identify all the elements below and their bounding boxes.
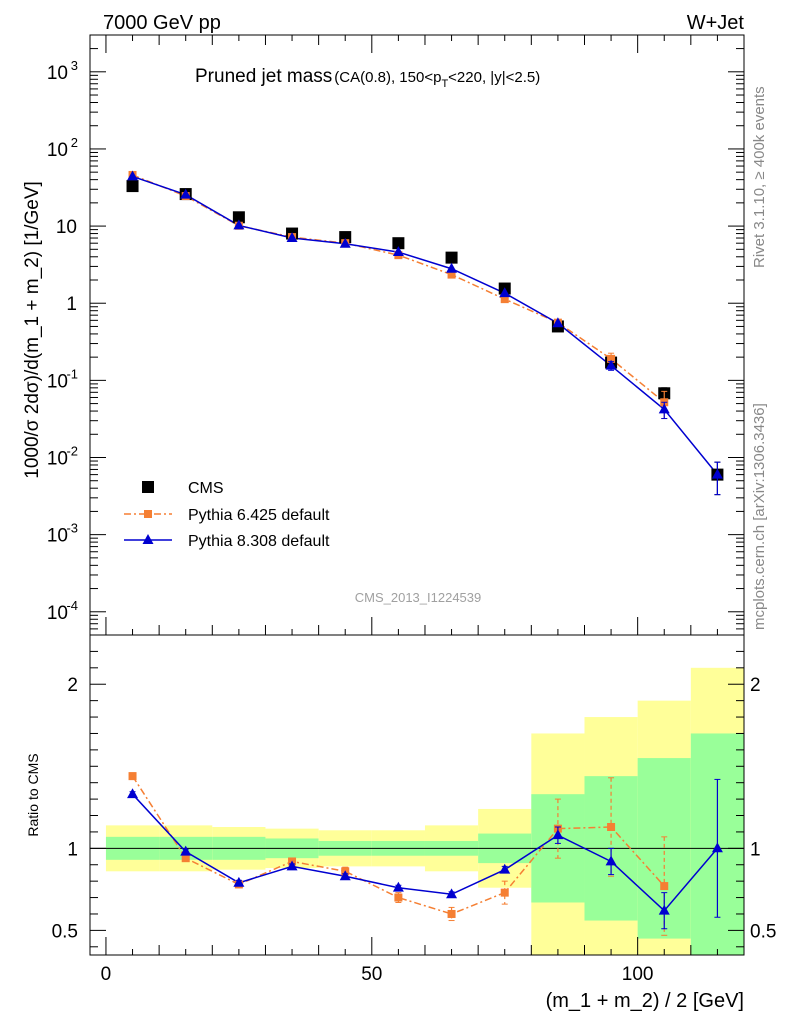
header-left: 7000 GeV pp [103,12,221,34]
ratio-y-tick-label-right: 1 [750,839,761,860]
ratio-py6-point [128,772,137,781]
py8-point [233,219,245,230]
ratio-py8-point [233,876,245,887]
py8-point [658,403,670,414]
ratio-py8-point [552,829,564,840]
data-marks [126,170,724,936]
ratio-uncertainty-bands [105,667,744,955]
cms-point [126,180,139,193]
ratio-py8-point [180,845,192,856]
py8-point [127,170,139,181]
py8-point [499,287,511,298]
ratio-frame [89,634,745,956]
ratio-py8-point [339,870,351,881]
ratio-y-tick-label-right: 2 [750,675,761,696]
ratio-py6-point [660,882,669,891]
main-y-axis-label: 1000/σ 2dσ)/d(m_1 + m_2) [1/GeV] [22,181,43,479]
y-tick-label: 10 [47,371,68,392]
legend-py8-marker [142,534,154,544]
ratio-py8-point [499,863,511,874]
y-tick-label-exponent: -2 [66,444,78,459]
y-tick-label: 10 [47,63,68,84]
legend-cms-marker [142,481,154,493]
x-tick-label: 50 [361,964,382,985]
ratio-y-tick-label: 2 [67,675,78,696]
ratio-py8-point [711,842,723,853]
y-tick-label-exponent: -4 [66,598,78,613]
header-right: W+Jet [687,12,745,34]
py6-line [132,174,665,403]
plot-title: Pruned jet mass (CA(0.8), 150<pT<220, |y|… [195,66,540,90]
py8-line [132,175,718,476]
py8-point [446,262,458,273]
ratio-py6-point [181,854,190,863]
py6-point [500,295,509,304]
ratio-y-tick-label: 0.5 [52,921,78,942]
ratio-y-tick-label: 1 [67,839,78,860]
y-tick-label: 10 [47,603,68,624]
plot-frames [89,34,745,956]
ratio-py8-point [605,855,617,866]
cms-point [232,211,245,224]
legend-py6-marker [144,510,152,518]
py8-point [286,232,298,242]
ratio-py8-point [658,904,670,915]
py8-point [605,359,617,370]
x-axis-label: (m_1 + m_2) / 2 [GeV] [546,990,744,1012]
rivet-label: Rivet 3.1.10, ≥ 400k events [751,86,768,268]
ratio-y-tick-label-right: 0.5 [750,921,776,942]
ratio-py6-point [607,823,616,831]
legend: CMS Pythia 6.425 default Pythia 8.308 defa… [124,480,330,550]
ratio-py8-point [127,788,139,799]
py8-point [552,317,564,328]
py8-point [392,246,404,257]
cms-point [445,251,458,264]
legend-label: Pythia 6.425 default [188,507,330,524]
py6-point [607,354,616,363]
y-tick-label-exponent: -1 [66,366,78,381]
ratio-py6-point [447,909,456,918]
y-tick-label-exponent: 3 [71,58,78,73]
ratio-py6-point [394,893,403,902]
ratio-py6-point [500,888,509,897]
y-tick-label-exponent: -3 [66,521,78,536]
x-tick-label: 0 [101,964,112,985]
ratio-py8-point [286,860,298,871]
ratio-y-axis-label: Ratio to CMS [25,753,41,836]
ratio-py8-line [131,793,718,912]
y-tick-label: 10 [47,140,68,161]
site-label: mcplots.cern.ch [arXiv:1306.3436] [751,403,768,630]
legend-label: Pythia 8.308 default [188,533,330,550]
legend-label: CMS [188,480,224,497]
y-tick-label: 10 [47,449,68,470]
ratio-py8-point [446,888,458,899]
ratio-py8-point [392,881,404,892]
x-tick-label: 100 [622,964,654,985]
ratio-py6-line [131,775,665,915]
analysis-watermark: CMS_2013_I1224539 [355,590,482,605]
y-tick-label: 10 [56,217,77,238]
py6-point [447,270,456,279]
py8-point [180,188,192,199]
y-tick-label-exponent: 2 [71,135,78,150]
cms-point [392,237,405,250]
py8-point [339,237,351,248]
y-tick-label: 1 [66,294,77,315]
y-tick-label: 10 [47,526,68,547]
py8-point [711,468,723,479]
